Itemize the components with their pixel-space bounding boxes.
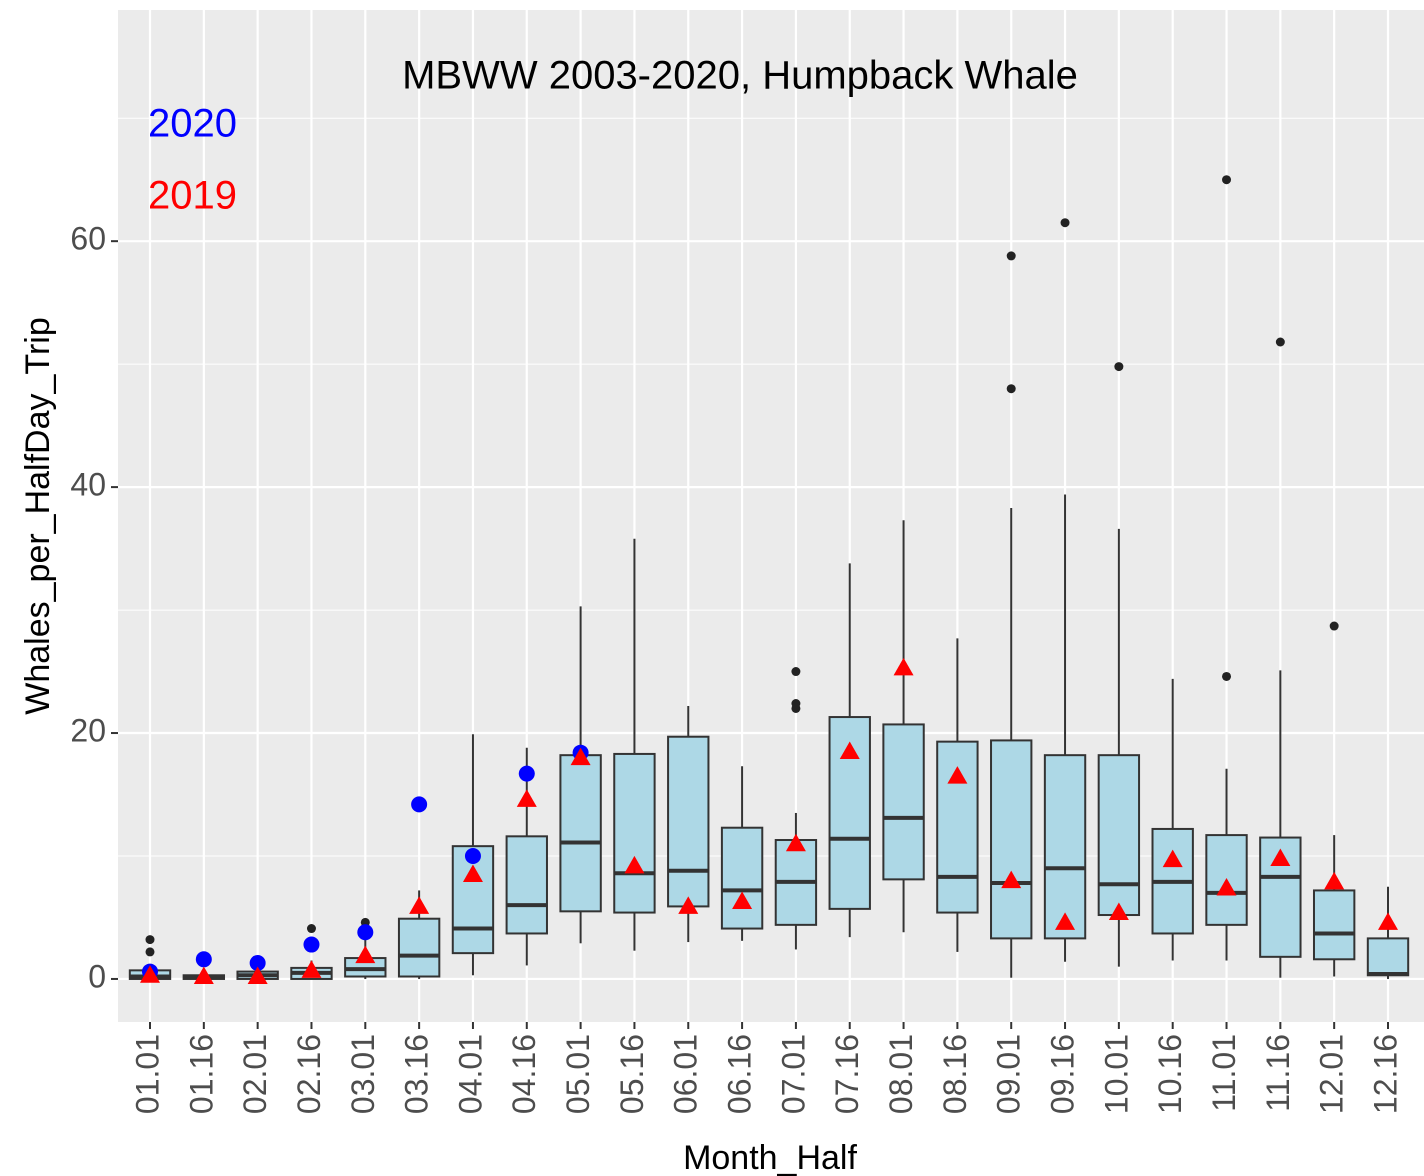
x-tick-label: 09.01 [991,1034,1027,1114]
x-tick-label: 12.01 [1314,1034,1350,1114]
box [990,739,1033,940]
marks [128,175,1410,985]
x-tick-label: 09.16 [1044,1034,1080,1114]
y-tick-label: 20 [70,712,106,748]
x-tick-label: 07.16 [829,1034,865,1114]
point-triangle [570,747,591,766]
x-tick-label: 05.01 [560,1034,596,1114]
point-circle [464,847,481,864]
x-tick-label: 06.01 [668,1034,704,1114]
point-circle [518,765,535,782]
point-triangle [247,966,268,985]
outlier [1275,337,1285,347]
x-tick-label: 04.16 [506,1034,542,1114]
outlier [145,947,155,957]
x-tick-label: 02.01 [237,1034,273,1114]
x-tick-label: 10.16 [1152,1034,1188,1114]
box [1043,754,1087,940]
x-axis-title: Month_Half [683,1139,857,1176]
outlier [1114,362,1124,372]
legend-label: 2020 [148,102,237,146]
box [613,752,656,914]
point-triangle [462,864,483,882]
point-triangle [516,789,537,807]
point-triangle [947,766,968,784]
box [667,735,710,908]
outlier [1222,671,1232,681]
point-circle [411,796,428,813]
outlier [791,703,801,713]
x-tick-label: 08.16 [937,1034,973,1114]
x-tick-label: 12.16 [1367,1034,1403,1114]
outlier [1006,384,1016,394]
outlier [1060,218,1070,228]
point-circle [249,954,266,971]
box [936,740,979,914]
outlier [791,667,801,677]
x-tick-label: 10.01 [1098,1034,1134,1114]
box [505,835,548,935]
point-triangle [1270,848,1291,866]
point-triangle [1378,912,1398,930]
point-circle [195,951,212,968]
outlier [145,935,155,945]
point-triangle [301,960,322,978]
y-tick-label: 0 [88,958,106,994]
box [1312,889,1356,961]
x-tick-label: 05.16 [614,1034,650,1114]
point-circle [357,924,374,941]
x-tick-label: 01.01 [129,1034,165,1114]
point-triangle [1162,849,1183,868]
point-triangle [893,657,914,676]
outlier [1222,175,1232,185]
y-tick-label: 60 [70,221,106,257]
x-tick-label: 01.16 [183,1034,219,1114]
x-tick-label: 03.16 [399,1034,435,1114]
point-triangle [785,833,806,852]
point-triangle [1108,902,1129,921]
x-tick-label: 07.01 [775,1034,811,1114]
point-triangle [193,966,214,985]
outlier [1329,621,1339,631]
point-triangle [732,891,753,909]
x-tick-label: 11.16 [1260,1034,1296,1112]
box [559,754,602,913]
x-tick-label: 11.01 [1206,1034,1242,1112]
point-triangle [140,965,160,983]
x-tick-label: 04.01 [452,1034,488,1114]
box [397,917,441,978]
x-tick-label: 03.01 [345,1034,381,1114]
x-tick-label: 02.16 [291,1034,327,1114]
point-triangle [678,896,699,914]
point-triangle [624,855,645,874]
point-circle [303,936,320,953]
point-triangle [355,945,376,964]
point-triangle [1324,871,1345,890]
legend-label: 2019 [148,174,237,218]
y-axis-title: Whales_per_HalfDay_Trip [19,317,57,714]
point-triangle [1216,877,1237,896]
x-tick-label: 08.01 [883,1034,919,1114]
point-triangle [409,896,430,914]
outlier [1006,251,1016,261]
box [882,723,925,881]
point-triangle [1055,912,1076,930]
x-tick-label: 06.16 [722,1034,758,1114]
box [1366,937,1410,977]
chart-title: MBWW 2003-2020, Humpback Whale [402,54,1078,98]
y-tick-label: 40 [70,467,106,503]
point-triangle [1001,870,1022,889]
box [1097,754,1141,917]
outlier [306,924,316,934]
box [720,826,764,930]
point-triangle [839,741,860,759]
